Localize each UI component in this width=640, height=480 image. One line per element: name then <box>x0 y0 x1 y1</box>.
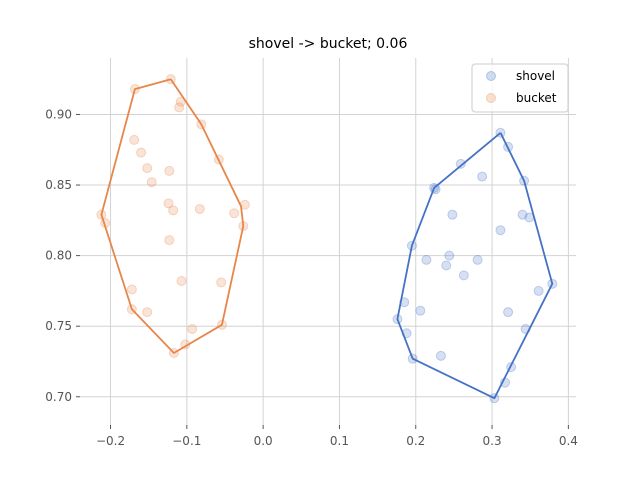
bucket-point <box>126 284 137 295</box>
shovel-point <box>447 209 458 220</box>
shovel-point <box>441 260 452 271</box>
series-bucket <box>96 74 250 359</box>
legend-label-bucket: bucket <box>516 91 557 105</box>
bucket-point <box>229 208 240 219</box>
x-tick-label: 0.0 <box>254 434 273 448</box>
bucket-point <box>142 163 153 174</box>
legend-label-shovel: shovel <box>516 69 555 83</box>
series-layer <box>96 74 558 404</box>
bucket-point <box>129 134 140 145</box>
series-shovel <box>392 127 558 404</box>
x-tick-label: 0.3 <box>483 434 502 448</box>
bucket-point <box>163 198 174 209</box>
x-axis: −0.2 −0.1 0.0 0.1 0.2 0.3 0.4 <box>96 425 578 448</box>
y-tick-label: 0.90 <box>45 107 72 121</box>
shovel-point <box>533 285 544 296</box>
bucket-point <box>174 102 185 113</box>
y-axis: 0.70 0.75 0.80 0.85 0.90 <box>45 107 80 404</box>
bucket-point <box>136 147 147 158</box>
bucket-hull-line <box>100 78 245 354</box>
bucket-point <box>168 205 179 216</box>
shovel-point <box>503 307 514 318</box>
shovel-point <box>472 254 483 265</box>
bucket-point <box>146 177 157 188</box>
y-tick-label: 0.80 <box>45 249 72 263</box>
y-tick-label: 0.85 <box>45 178 72 192</box>
shovel-point <box>477 171 488 182</box>
x-tick-label: 0.2 <box>406 434 425 448</box>
bucket-point <box>194 204 205 215</box>
bucket-point <box>176 276 187 287</box>
shovel-point <box>415 305 426 316</box>
x-tick-label: 0.4 <box>559 434 578 448</box>
legend-marker-bucket <box>486 93 496 103</box>
shovel-hull-line <box>396 132 554 400</box>
shovel-point <box>458 270 469 281</box>
shovel-point <box>517 209 528 220</box>
shovel-point <box>495 225 506 236</box>
bucket-point <box>164 235 175 246</box>
bucket-point <box>164 165 175 176</box>
x-tick-label: 0.1 <box>330 434 349 448</box>
shovel-point <box>444 250 455 261</box>
x-tick-label: −0.1 <box>172 434 201 448</box>
grid <box>80 58 576 425</box>
x-tick-label: −0.2 <box>96 434 125 448</box>
chart-title: shovel -> bucket; 0.06 <box>249 36 408 52</box>
shovel-point <box>455 158 466 169</box>
y-tick-label: 0.70 <box>45 390 72 404</box>
legend-marker-shovel <box>486 71 496 81</box>
bucket-point <box>187 324 198 335</box>
shovel-point <box>435 350 446 361</box>
shovel-point <box>421 254 432 265</box>
legend-box <box>471 63 569 113</box>
y-tick-label: 0.75 <box>45 319 72 333</box>
bucket-point <box>216 277 227 288</box>
bucket-point <box>142 307 153 318</box>
legend: shovel bucket <box>471 63 569 113</box>
